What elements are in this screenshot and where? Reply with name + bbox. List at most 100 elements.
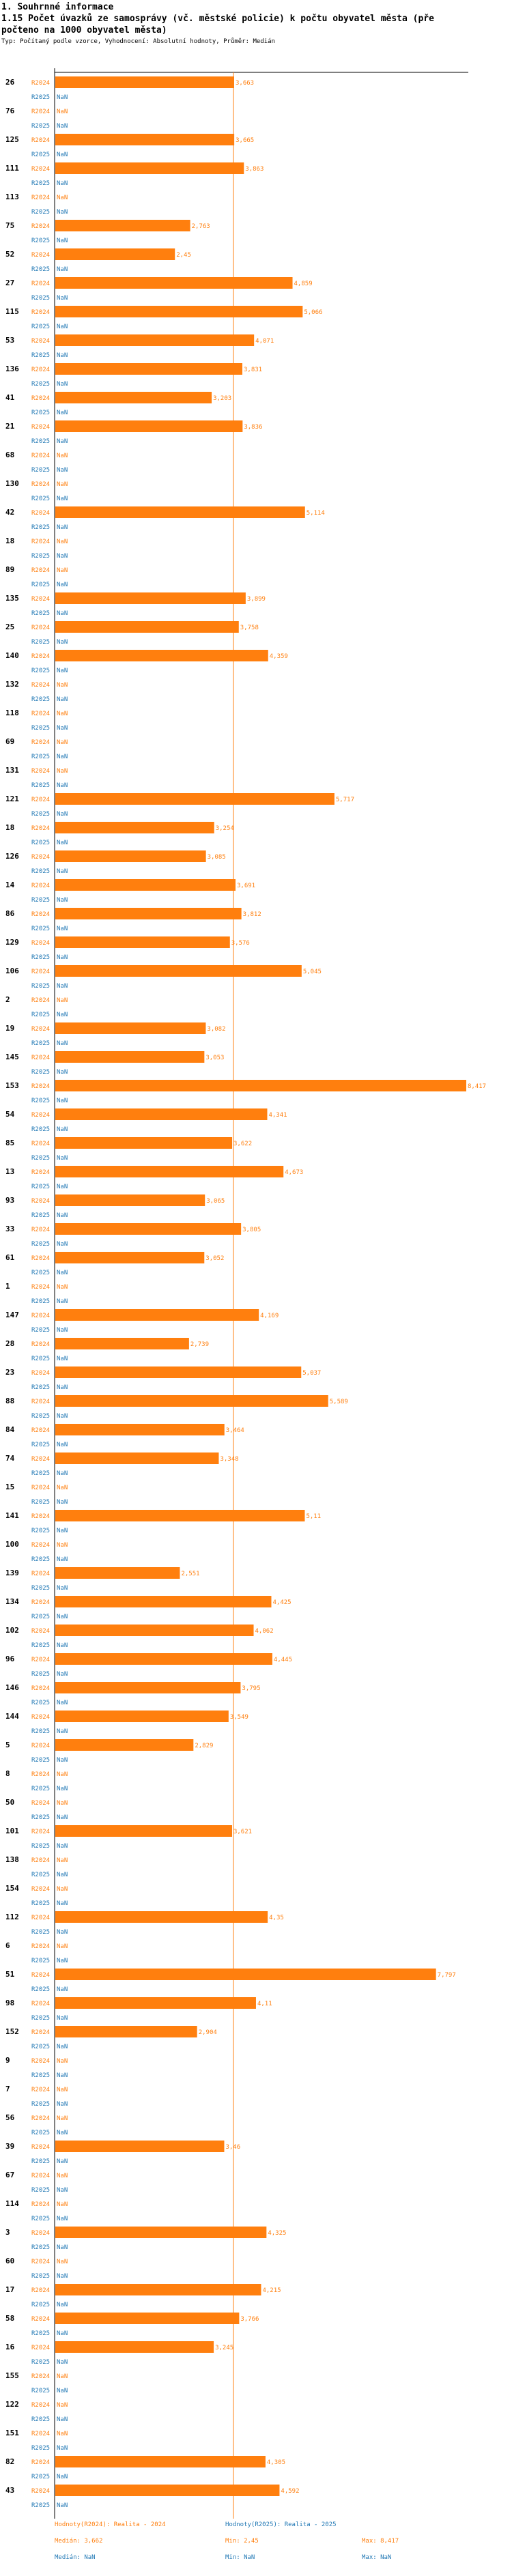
category-label: 132 xyxy=(5,680,19,689)
series-label-2025: R2025 xyxy=(31,410,50,416)
category-label: 18 xyxy=(5,823,14,832)
series-label-2024: R2024 xyxy=(31,1055,50,1061)
value-label-2025: NaN xyxy=(57,2388,68,2394)
category-label: 144 xyxy=(5,1712,19,1721)
series-label-2024: R2024 xyxy=(31,137,50,144)
series-label-2024: R2024 xyxy=(31,711,50,717)
series-label-2024: R2024 xyxy=(31,625,50,631)
series-label-2024: R2024 xyxy=(31,2259,50,2265)
series-label-2024: R2024 xyxy=(31,739,50,746)
value-label-2025: NaN xyxy=(57,2416,68,2423)
series-label-2025: R2025 xyxy=(31,1413,50,1420)
series-label-2025: R2025 xyxy=(31,123,50,130)
value-label-2025: NaN xyxy=(57,2044,68,2050)
series-label-2024: R2024 xyxy=(31,1169,50,1176)
value-label-2025: NaN xyxy=(57,2330,68,2337)
series-label-2024: R2024 xyxy=(31,854,50,861)
legend-min-2025: Min: NaN xyxy=(225,2554,255,2561)
category-label: 88 xyxy=(5,1397,14,1405)
series-label-2024: R2024 xyxy=(31,2287,50,2294)
category-label: 27 xyxy=(5,278,14,287)
value-label-2025: NaN xyxy=(57,1413,68,1420)
bar-2024 xyxy=(55,1969,436,1980)
value-label-2024: 3,812 xyxy=(243,911,261,918)
category-label: 82 xyxy=(5,2457,14,2466)
bar-2024 xyxy=(55,1711,229,1722)
value-label-2025: NaN xyxy=(57,1556,68,1563)
value-label-2025: NaN xyxy=(57,1671,68,1678)
bar-2024 xyxy=(55,277,293,289)
series-label-2025: R2025 xyxy=(31,2158,50,2165)
value-label-2024: NaN xyxy=(57,682,68,689)
value-label-2024: 4,859 xyxy=(294,281,313,287)
series-label-2024: R2024 xyxy=(31,80,50,87)
value-label-2024: 4,305 xyxy=(267,2459,285,2466)
series-label-2025: R2025 xyxy=(31,295,50,302)
bar-2024 xyxy=(55,306,303,317)
series-label-2025: R2025 xyxy=(31,1069,50,1076)
value-label-2024: 3,052 xyxy=(205,1255,224,1262)
value-label-2024: 3,203 xyxy=(213,395,231,402)
value-label-2024: 4,35 xyxy=(269,1915,284,1921)
category-label: 42 xyxy=(5,508,14,517)
value-label-2025: NaN xyxy=(57,897,68,904)
value-label-2025: NaN xyxy=(57,94,68,101)
category-label: 93 xyxy=(5,1196,14,1205)
series-label-2025: R2025 xyxy=(31,868,50,875)
value-label-2024: 3,805 xyxy=(242,1227,261,1233)
value-label-2025: NaN xyxy=(57,1384,68,1391)
series-label-2024: R2024 xyxy=(31,338,50,345)
series-label-2024: R2024 xyxy=(31,1571,50,1577)
series-label-2025: R2025 xyxy=(31,209,50,216)
series-label-2025: R2025 xyxy=(31,2302,50,2308)
category-label: 140 xyxy=(5,651,19,660)
value-label-2025: NaN xyxy=(57,2187,68,2194)
value-label-2025: NaN xyxy=(57,1241,68,1248)
series-label-2025: R2025 xyxy=(31,2072,50,2079)
value-label-2025: NaN xyxy=(57,926,68,932)
series-label-2024: R2024 xyxy=(31,1886,50,1893)
value-label-2025: NaN xyxy=(57,324,68,330)
bar-2024 xyxy=(55,1825,232,1837)
value-label-2024: NaN xyxy=(57,481,68,488)
legend-series-2024: Hodnoty(R2024): Realita - 2024 xyxy=(55,2521,166,2528)
bar-2024 xyxy=(55,1682,241,1693)
series-label-2024: R2024 xyxy=(31,367,50,373)
series-label-2024: R2024 xyxy=(31,1083,50,1090)
value-label-2024: 4,215 xyxy=(262,2287,281,2294)
value-label-2025: NaN xyxy=(57,381,68,388)
value-label-2024: 3,085 xyxy=(208,854,226,861)
series-label-2025: R2025 xyxy=(31,582,50,588)
series-label-2025: R2025 xyxy=(31,2101,50,2108)
category-label: 19 xyxy=(5,1024,14,1033)
bar-2024 xyxy=(55,850,206,862)
series-label-2025: R2025 xyxy=(31,496,50,502)
series-label-2025: R2025 xyxy=(31,782,50,789)
legend-median-2024: Medián: 3,662 xyxy=(55,2538,103,2545)
bar-2024 xyxy=(55,2284,261,2295)
legend-max-2025: Max: NaN xyxy=(362,2554,392,2561)
value-label-2025: NaN xyxy=(57,1872,68,1878)
value-label-2024: 3,621 xyxy=(233,1829,252,1835)
value-label-2025: NaN xyxy=(57,1270,68,1276)
series-label-2024: R2024 xyxy=(31,940,50,947)
series-label-2025: R2025 xyxy=(31,1958,50,1964)
bar-2024 xyxy=(55,650,268,661)
series-label-2024: R2024 xyxy=(31,1915,50,1921)
category-label: 153 xyxy=(5,1081,19,1090)
series-label-2025: R2025 xyxy=(31,94,50,101)
value-label-2024: 5,114 xyxy=(307,510,325,517)
series-label-2024: R2024 xyxy=(31,1485,50,1491)
bar-2024 xyxy=(55,1137,233,1149)
value-label-2024: NaN xyxy=(57,2115,68,2122)
series-label-2024: R2024 xyxy=(31,223,50,230)
series-label-2025: R2025 xyxy=(31,696,50,703)
value-label-2024: 5,589 xyxy=(330,1399,348,1405)
series-label-2025: R2025 xyxy=(31,639,50,646)
series-label-2025: R2025 xyxy=(31,1614,50,1620)
value-label-2024: 3,766 xyxy=(240,2316,259,2323)
series-label-2025: R2025 xyxy=(31,524,50,531)
bar-2024 xyxy=(55,1051,205,1063)
value-label-2025: NaN xyxy=(57,1470,68,1477)
